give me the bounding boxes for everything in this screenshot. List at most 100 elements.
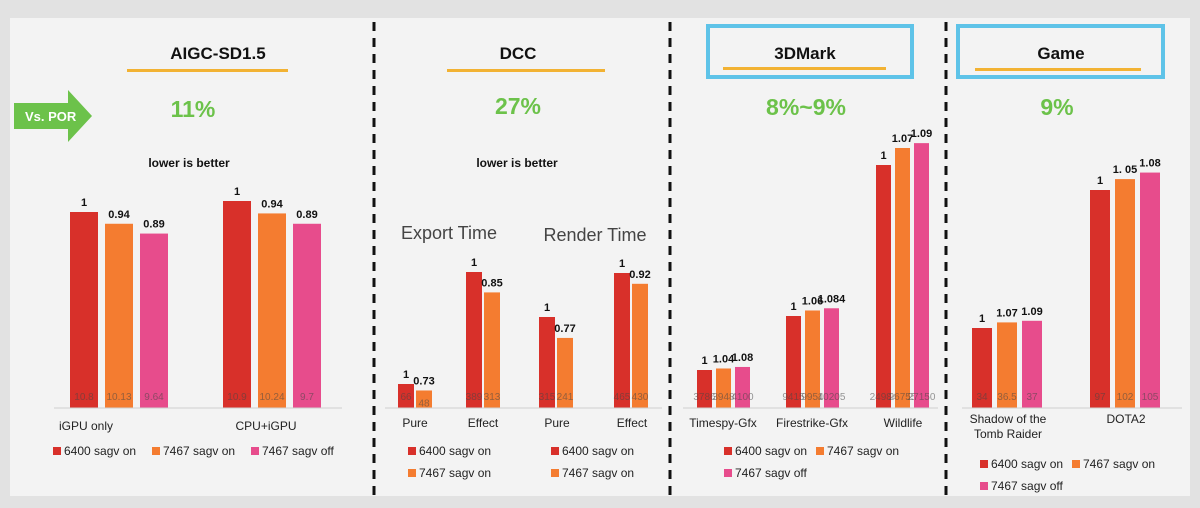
bar-raw-value: 3786 <box>693 392 716 403</box>
bar-6400-sagv-on <box>697 370 712 408</box>
bars-dcc: 1 66 1 389 1 315 1 465 0.73 48 0.85 313 0.77 241 0.92 4… <box>398 257 651 409</box>
vs-por-arrow <box>14 90 92 142</box>
bar-raw-value: 10205 <box>818 392 846 403</box>
bar-7467-sagv-on <box>1115 179 1135 408</box>
bar-7467-sagv-on <box>484 292 500 408</box>
bar-value-label: 1.09 <box>1021 306 1042 318</box>
bar-7467-sagv-on <box>716 368 731 408</box>
panel-title: DCC <box>500 44 537 63</box>
bar-value-label: 1 <box>234 186 240 198</box>
legend-label: 6400 sagv on <box>419 444 491 458</box>
legend-label: 6400 sagv on <box>64 444 136 458</box>
bar-value-label: 1.04 <box>713 353 735 365</box>
bar-value-label: 0.94 <box>108 209 130 221</box>
bar-value-label: 1.07 <box>996 307 1017 319</box>
bar-raw-value: 315 <box>539 392 556 403</box>
category-label: DOTA2 <box>1106 412 1145 426</box>
bar-raw-value: 102 <box>1117 392 1134 403</box>
legend: 6400 sagv on 7467 sagv on 7467 sagv off <box>724 444 899 480</box>
title-underline <box>975 68 1141 71</box>
legend: 6400 sagv on 7467 sagv on 7467 sagv off <box>53 444 335 458</box>
bar-7467-sagv-off <box>1140 172 1160 408</box>
bar-raw-value: 36.5 <box>997 392 1017 403</box>
legend-label: 7467 sagv on <box>419 466 491 480</box>
note-text: lower is better <box>476 156 558 170</box>
bar-raw-value: 313 <box>484 392 501 403</box>
legend-swatch <box>251 447 259 455</box>
legend-label: 6400 sagv on <box>991 457 1063 471</box>
legend-swatch <box>152 447 160 455</box>
bar-value-label: 1 <box>544 302 550 314</box>
bar-6400-sagv-on <box>466 272 482 408</box>
bars-aigc: 1 10.8 1 10.9 0.94 10.13 0.94 10.24 0.89 9.64 0.89… <box>70 186 321 408</box>
legend-swatch <box>724 447 732 455</box>
bar-raw-value: 9.7 <box>300 392 314 403</box>
legend: 6400 sagv on 7467 sagv on 7467 sagv off <box>980 457 1155 493</box>
bar-7467-sagv-on <box>416 390 432 408</box>
bar-raw-value: 24984 <box>870 392 898 403</box>
legend-swatch <box>980 482 988 490</box>
title-box <box>706 24 914 79</box>
panel-aigc: AIGC-SD1.5 11% lower is better 1 10.8 1 10.… <box>53 44 342 458</box>
panel-title: Game <box>1037 44 1084 63</box>
bar-value-label: 1. 05 <box>1113 164 1137 176</box>
bar-7467-sagv-on <box>258 213 286 408</box>
bar-value-label: 1 <box>471 257 477 269</box>
legend-label: 6400 sagv on <box>735 444 807 458</box>
title-underline <box>127 69 288 72</box>
bar-7467-sagv-off <box>1022 320 1042 408</box>
category-label: Wildlife <box>884 416 923 430</box>
bar-7467-sagv-off <box>140 233 168 408</box>
category-label: Effect <box>468 416 499 430</box>
panel-title: 3DMark <box>774 44 836 63</box>
bar-6400-sagv-on <box>539 317 555 408</box>
bar-raw-value: 10.8 <box>74 392 94 403</box>
legend-label: 7467 sagv off <box>991 479 1064 493</box>
bar-value-label: 1 <box>403 369 409 381</box>
bar-7467-sagv-on <box>805 310 820 408</box>
group-label: Export Time <box>401 223 497 243</box>
legend-swatch <box>551 447 559 455</box>
category-label: Firestrike-Gfx <box>776 416 848 430</box>
content-panel <box>10 18 1190 496</box>
panel-dcc: DCC 27% lower is better Export Time Rend… <box>385 44 662 480</box>
bar-raw-value: 26755 <box>889 392 917 403</box>
bar-6400-sagv-on <box>876 165 891 408</box>
bar-7467-sagv-on <box>895 147 910 409</box>
improvement-percent: 11% <box>171 96 216 122</box>
bar-value-label: 1 <box>81 197 87 209</box>
bar-6400-sagv-on <box>70 212 98 408</box>
bar-raw-value: 97 <box>1094 392 1106 403</box>
legend-label: 7467 sagv on <box>163 444 235 458</box>
bar-raw-value: 10.13 <box>106 392 131 403</box>
bar-value-label: 0.77 <box>554 323 575 335</box>
bar-value-label: 1.084 <box>818 293 846 305</box>
improvement-percent: 9% <box>1040 94 1073 120</box>
category-label: Effect <box>617 416 648 430</box>
bar-value-label: 0.89 <box>296 209 317 221</box>
legend-swatch <box>408 469 416 477</box>
bar-7467-sagv-on <box>632 283 648 408</box>
bar-7467-sagv-on <box>997 322 1017 408</box>
bar-value-label: 0.85 <box>481 277 502 289</box>
bar-raw-value: 10.9 <box>227 392 247 403</box>
panel-3dmark: 3DMark 8%~9% 1 3786 1 9415 1 24984 1.04 3948 1.0… <box>683 24 938 480</box>
bar-raw-value: 48 <box>418 398 430 409</box>
bar-raw-value: 389 <box>466 392 483 403</box>
title-box <box>956 24 1165 79</box>
group-label: Render Time <box>543 225 646 245</box>
note-text: lower is better <box>148 156 230 170</box>
bar-raw-value: 241 <box>557 392 574 403</box>
legend-swatch <box>1072 460 1080 468</box>
bar-value-label: 1.06 <box>802 295 823 307</box>
improvement-percent: 27% <box>495 93 541 119</box>
legend-label: 7467 sagv off <box>735 466 808 480</box>
bar-6400-sagv-on <box>972 328 992 408</box>
bar-value-label: 1.08 <box>1139 158 1160 170</box>
title-underline <box>447 69 605 72</box>
bar-value-label: 1.09 <box>911 128 932 140</box>
bar-value-label: 1.08 <box>732 352 753 364</box>
bar-value-label: 1 <box>979 313 985 325</box>
bar-value-label: 1 <box>790 301 796 313</box>
bar-6400-sagv-on <box>223 201 251 408</box>
